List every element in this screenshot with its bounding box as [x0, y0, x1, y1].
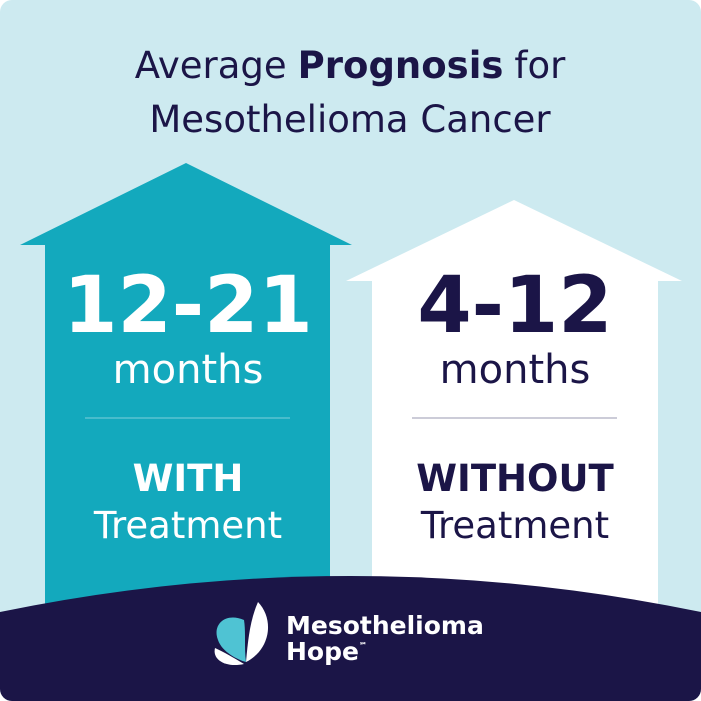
title-line-1: Average Prognosis for	[135, 44, 566, 87]
unit: months	[440, 347, 591, 393]
logo-petal	[216, 617, 246, 662]
footer-wave	[0, 576, 701, 701]
label-bold: WITHOUT	[416, 457, 614, 500]
unit: months	[113, 347, 264, 393]
logo-icon	[214, 602, 269, 666]
with-house	[20, 163, 352, 701]
value: 4-12	[417, 261, 612, 351]
title-bold: Prognosis	[298, 44, 504, 87]
logo-word: Hope	[286, 637, 359, 666]
title-word: Average	[135, 44, 287, 87]
logo-petal	[246, 602, 269, 662]
without-house	[346, 200, 682, 701]
logo-name: Mesothelioma	[286, 611, 484, 640]
label-bold: WITH	[133, 457, 244, 500]
value: 12-21	[63, 261, 312, 351]
label: Treatment	[93, 504, 282, 547]
title-line-2: Mesothelioma Cancer	[149, 98, 551, 141]
logo-service-mark: ℠	[359, 641, 367, 650]
logo-petal	[214, 648, 244, 666]
title-word: for	[514, 44, 566, 87]
logo-name-2: Hope℠	[286, 637, 367, 666]
label: Treatment	[420, 504, 609, 547]
